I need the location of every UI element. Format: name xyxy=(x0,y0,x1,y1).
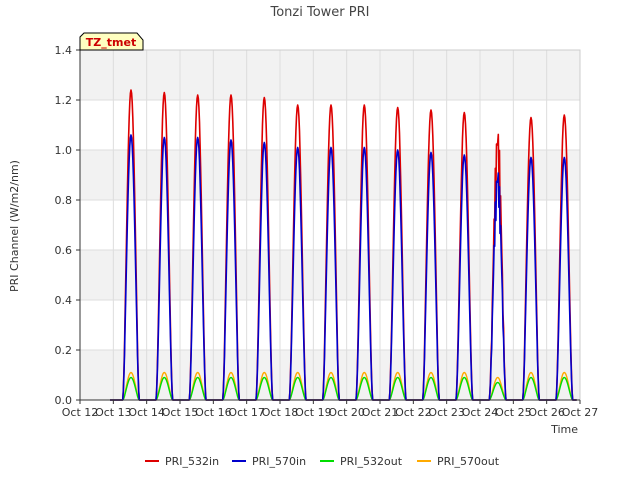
x-tick-label: Oct 22 xyxy=(395,406,432,419)
legend-label: PRI_532in xyxy=(165,455,219,468)
x-tick-label: Oct 23 xyxy=(428,406,465,419)
legend-item: PRI_570out xyxy=(417,455,500,468)
x-tick-label: Oct 13 xyxy=(95,406,132,419)
x-tick-label: Oct 25 xyxy=(495,406,532,419)
x-tick-label: Oct 12 xyxy=(62,406,99,419)
x-tick-label: Oct 19 xyxy=(295,406,332,419)
legend-label: PRI_570in xyxy=(252,455,306,468)
x-tick-label: Oct 27 xyxy=(562,406,599,419)
y-tick-label: 0.0 xyxy=(55,394,73,407)
legend-item: PRI_570in xyxy=(232,455,306,468)
x-tick-label: Oct 15 xyxy=(162,406,199,419)
site-annotation: TZ_tmet xyxy=(79,32,144,51)
annotation-box xyxy=(79,32,144,51)
legend: PRI_532in PRI_570in PRI_532out PRI_570out xyxy=(145,455,500,468)
y-tick-label: 0.2 xyxy=(55,344,73,357)
chart-title: Tonzi Tower PRI xyxy=(270,5,370,20)
annotation-label: TZ_tmet xyxy=(86,36,136,49)
legend-label: PRI_532out xyxy=(340,455,403,468)
x-tick-label: Oct 20 xyxy=(328,406,365,419)
plot-band xyxy=(80,350,580,400)
y-tick-label: 0.6 xyxy=(55,244,73,257)
x-tick-label: Oct 16 xyxy=(195,406,232,419)
x-tick-label: Oct 26 xyxy=(528,406,565,419)
y-tick-label: 1.4 xyxy=(55,44,73,57)
legend-label: PRI_570out xyxy=(437,455,500,468)
plot-band xyxy=(80,50,580,100)
x-axis-label: Time xyxy=(550,423,578,436)
y-tick-label: 1.0 xyxy=(55,144,73,157)
axes xyxy=(79,50,580,401)
y-tick-label: 1.2 xyxy=(55,94,73,107)
x-tick-label: Oct 24 xyxy=(462,406,499,419)
x-tick-label: Oct 17 xyxy=(228,406,265,419)
x-tick-label: Oct 18 xyxy=(262,406,299,419)
y-tick-label: 0.8 xyxy=(55,194,73,207)
y-axis-ticks: 0.0 0.2 0.4 0.6 0.8 1.0 1.2 1.4 xyxy=(55,44,80,407)
x-tick-label: Oct 14 xyxy=(128,406,165,419)
x-tick-label: Oct 21 xyxy=(362,406,399,419)
legend-item: PRI_532out xyxy=(320,455,403,468)
plot-band xyxy=(80,250,580,300)
y-axis-label: PRI Channel (W/m2/nm) xyxy=(8,160,21,292)
y-tick-label: 0.4 xyxy=(55,294,73,307)
legend-item: PRI_532in xyxy=(145,455,219,468)
